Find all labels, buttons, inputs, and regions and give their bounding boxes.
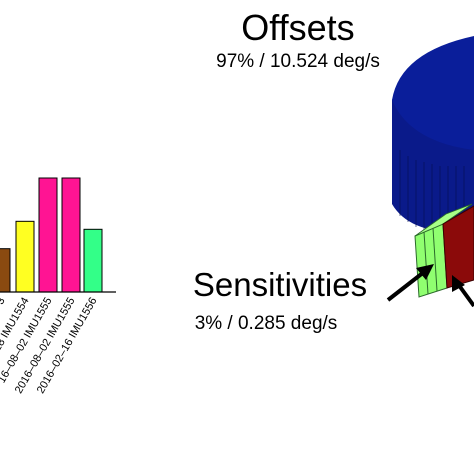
bar-3 bbox=[61, 177, 81, 293]
bar-2 bbox=[38, 177, 58, 293]
bar-4 bbox=[83, 228, 103, 293]
bar-0 bbox=[0, 248, 11, 293]
bar-1 bbox=[15, 220, 35, 293]
offsets-value: 97% / 10.524 deg/s bbox=[216, 51, 380, 72]
pie-slice-sensitivities bbox=[414, 223, 448, 298]
sensitivity-top bbox=[414, 203, 473, 237]
inner-slice-arrow bbox=[452, 275, 474, 308]
tick-label-0: 3 bbox=[0, 296, 8, 307]
offsets-label: Offsets bbox=[241, 7, 354, 48]
bar-group bbox=[0, 177, 103, 293]
pie-chart: Offsets 97% / 10.524 deg/s Sensitivities… bbox=[193, 7, 474, 334]
sensitivities-arrow bbox=[386, 264, 434, 302]
sensitivities-label: Sensitivities bbox=[193, 266, 367, 303]
pie-slice-offsets bbox=[392, 36, 474, 150]
sensitivities-value: 3% / 0.285 deg/s bbox=[195, 313, 338, 334]
sensitivity-facet bbox=[423, 231, 429, 295]
sensitivity-facet bbox=[432, 227, 438, 292]
pie-slice-inner bbox=[442, 205, 474, 289]
